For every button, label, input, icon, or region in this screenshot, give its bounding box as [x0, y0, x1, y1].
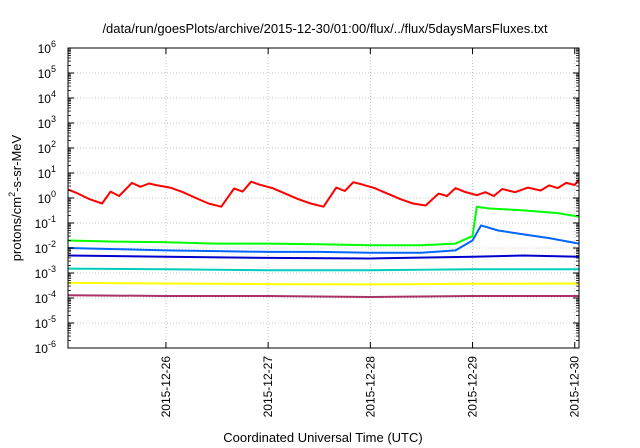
y-tick-label: 104	[38, 89, 56, 106]
y-axis-label-main: protons/cm	[9, 197, 24, 261]
y-tick-label-base: 10	[38, 167, 52, 181]
y-tick-label: 10-1	[35, 214, 56, 231]
y-tick-label: 105	[38, 64, 56, 81]
y-tick-label-exp: 2	[51, 139, 56, 149]
y-tick-label-base: 10	[35, 342, 49, 356]
grid-lines	[68, 48, 579, 348]
y-tick-label-exp: 5	[51, 64, 56, 74]
series-line-5	[67, 267, 579, 272]
y-tick-label-exp: -5	[48, 314, 56, 324]
y-tick-label-exp: 4	[51, 89, 56, 99]
series-line-7	[67, 294, 579, 298]
series-line-6	[67, 281, 580, 286]
y-tick-label-base: 10	[38, 117, 52, 131]
y-tick-label-exp: 0	[51, 189, 56, 199]
y-tick-label-base: 10	[35, 242, 49, 256]
y-axis-label-sup: 2	[7, 192, 17, 197]
y-tick-label-base: 10	[35, 267, 49, 281]
y-tick-label-exp: 6	[51, 39, 56, 49]
series-line-1	[67, 178, 580, 208]
y-tick-label-base: 10	[38, 67, 52, 81]
series-line-2	[67, 205, 580, 247]
y-tick-label: 10-5	[35, 314, 56, 331]
y-tick-label-base: 10	[38, 192, 52, 206]
x-tick-label: 2015-12-28	[363, 356, 377, 418]
series-group	[67, 178, 580, 298]
y-tick-label: 102	[38, 139, 56, 156]
y-tick-label: 100	[38, 189, 56, 206]
y-tick-label: 10-3	[35, 264, 56, 281]
y-tick-label-exp: -6	[48, 339, 56, 349]
y-tick-label-exp: -1	[48, 214, 56, 224]
x-axis-label: Coordinated Universal Time (UTC)	[223, 430, 422, 445]
x-tick-label: 2015-12-26	[159, 356, 173, 418]
y-tick-label: 103	[38, 114, 56, 131]
y-tick-label-base: 10	[38, 142, 52, 156]
y-tick-label: 10-4	[35, 289, 56, 306]
x-tick-label: 2015-12-29	[466, 356, 480, 418]
chart-title: /data/run/goesPlots/archive/2015-12-30/0…	[102, 21, 548, 36]
y-tick-label: 106	[38, 39, 56, 56]
x-tick-label: 2015-12-30	[568, 356, 582, 418]
x-tick-label: 2015-12-27	[261, 356, 275, 418]
series-line-3	[67, 224, 580, 254]
y-tick-label-exp: 3	[51, 114, 56, 124]
y-tick-label-exp: -3	[48, 264, 56, 274]
y-tick-label-exp: 1	[51, 164, 56, 174]
y-tick-label-exp: -4	[48, 289, 56, 299]
y-tick-label: 10-2	[35, 239, 56, 256]
y-tick-label-base: 10	[35, 217, 49, 231]
x-axis: 2015-12-26 2015-12-27 2015-12-28 2015-12-29…	[159, 48, 582, 417]
y-tick-label-base: 10	[38, 92, 52, 106]
y-axis: 10-610-510-410-310-210-11001011021031041…	[35, 39, 579, 356]
series-line-4	[67, 254, 580, 260]
y-tick-label-base: 10	[35, 317, 49, 331]
y-axis-label: protons/cm2-s-sr-MeV	[7, 134, 24, 261]
y-tick-label: 10-6	[35, 339, 56, 356]
y-tick-label-base: 10	[38, 42, 52, 56]
y-tick-label: 101	[38, 164, 56, 181]
y-axis-label-rest: -s-sr-MeV	[9, 134, 24, 191]
y-tick-label-base: 10	[35, 292, 49, 306]
y-tick-label-exp: -2	[48, 239, 56, 249]
